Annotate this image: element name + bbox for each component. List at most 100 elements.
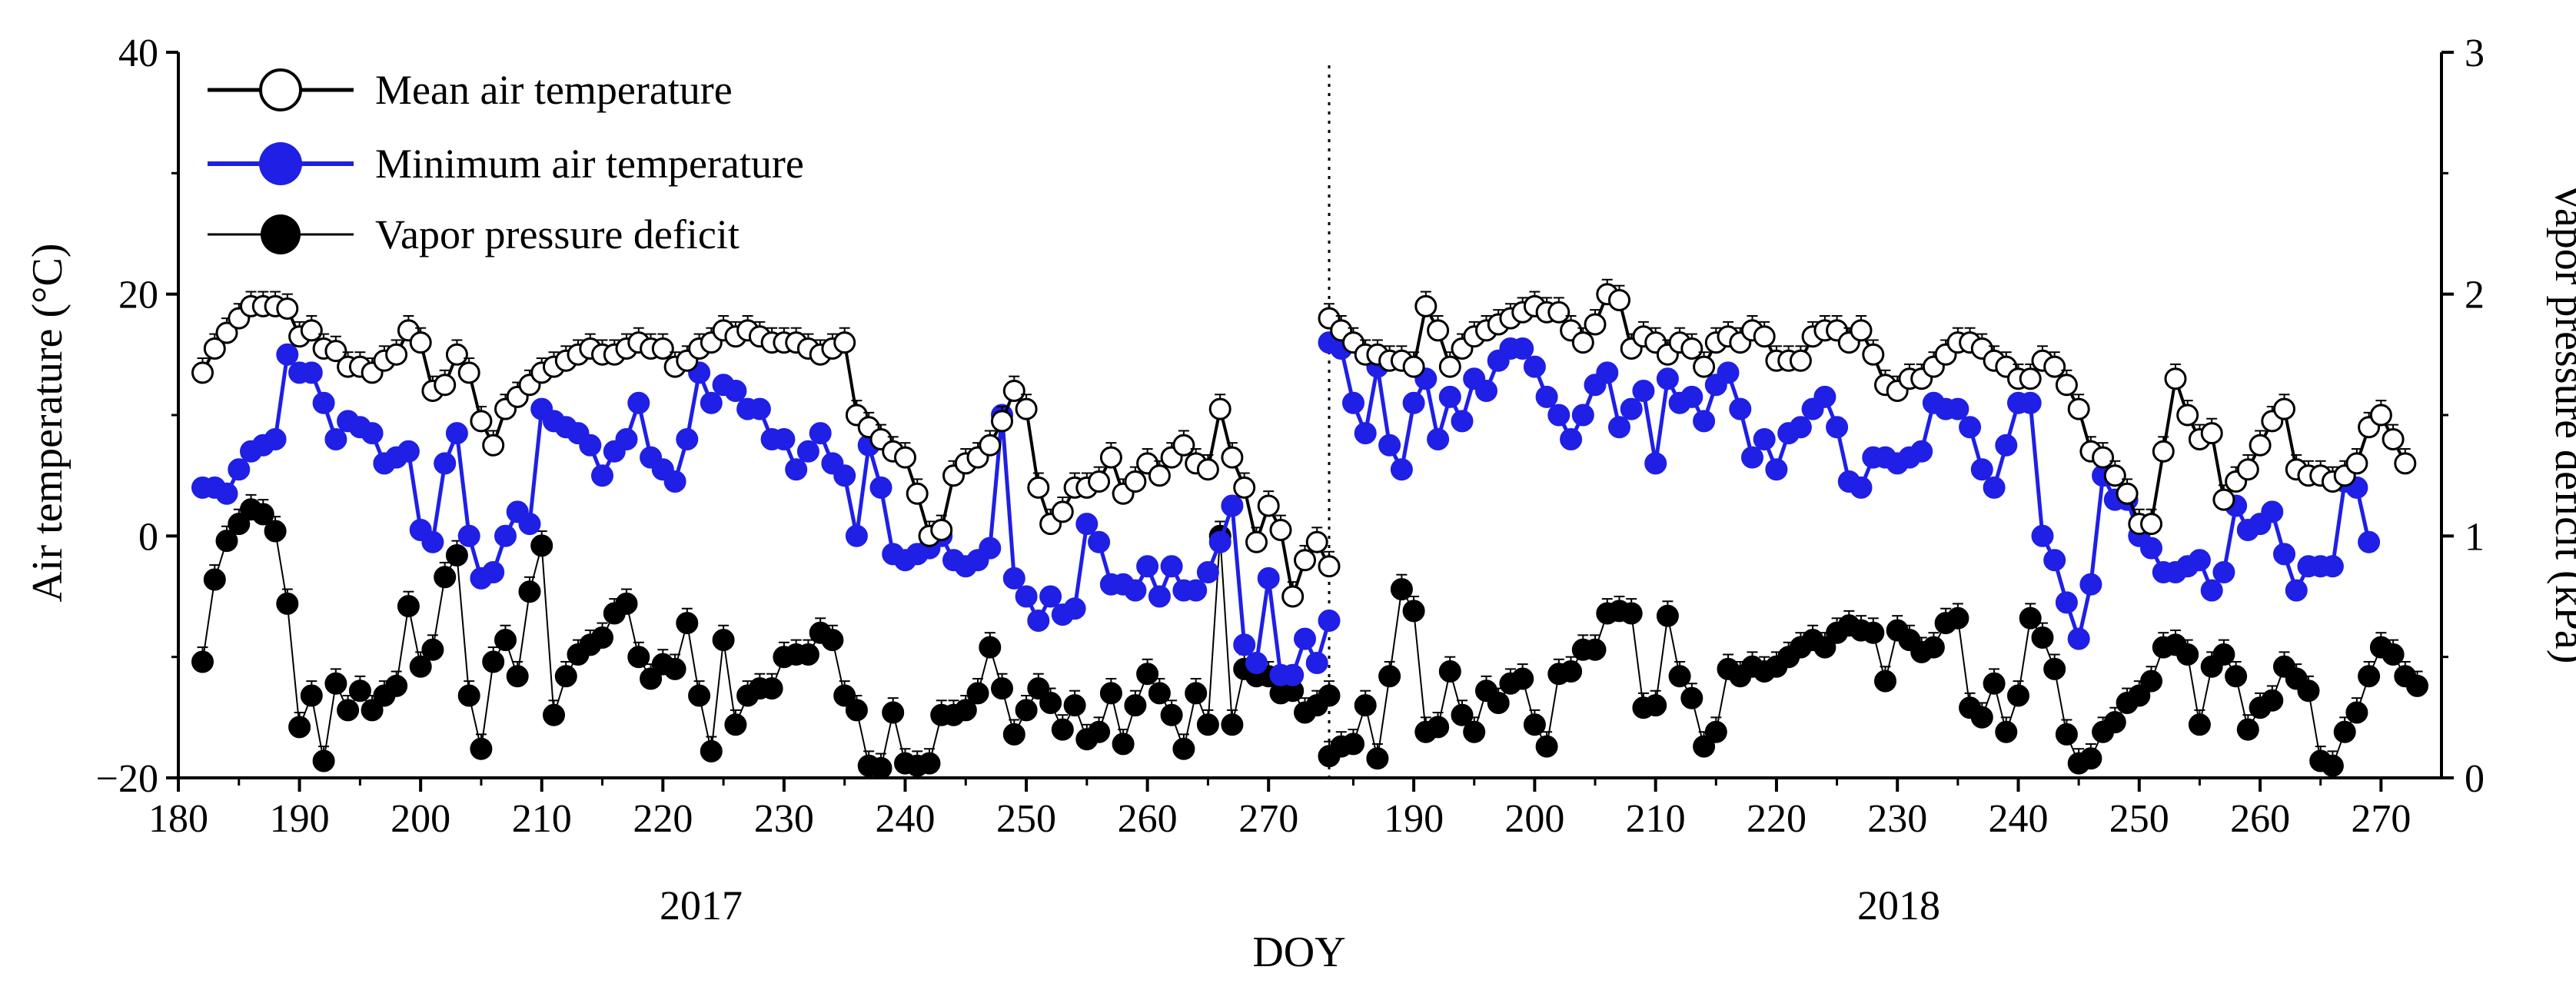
data-point-min-temp (2188, 549, 2211, 572)
data-point-vpd (2188, 713, 2211, 736)
year-label-2017: 2017 (660, 882, 743, 929)
data-point-vpd (1946, 606, 1969, 630)
data-point-mean-temp (482, 434, 505, 457)
data-point-vpd (1051, 718, 1074, 741)
data-point-min-temp (1233, 633, 1256, 656)
data-point-mean-temp (2200, 422, 2223, 445)
data-point-min-temp (1075, 513, 1099, 536)
data-point-mean-temp (2236, 458, 2259, 481)
data-point-vpd (869, 756, 892, 779)
data-point-vpd (397, 595, 420, 618)
data-point-min-temp (2273, 543, 2295, 566)
data-point-mean-temp (1571, 331, 1594, 354)
data-point-mean-temp (2273, 397, 2295, 420)
data-point-mean-temp (276, 297, 299, 320)
data-point-vpd (1378, 665, 1401, 688)
data-point-vpd (300, 684, 323, 707)
data-point-mean-temp (1027, 476, 1050, 499)
data-point-mean-temp (1148, 464, 1171, 487)
x-axis-title: DOY (1252, 929, 1345, 976)
data-point-vpd (966, 682, 989, 705)
data-point-vpd (1221, 713, 1244, 736)
data-point-min-temp (1039, 585, 1062, 608)
data-point-min-temp (1644, 452, 1667, 475)
x-tick-label: 190 (270, 797, 330, 841)
data-point-min-temp (300, 361, 323, 384)
data-point-vpd (1366, 747, 1389, 770)
data-point-min-temp (1910, 440, 1933, 463)
data-point-vpd (676, 612, 699, 635)
data-point-vpd (348, 679, 371, 703)
data-point-min-temp (2212, 561, 2235, 583)
data-point-vpd (543, 703, 565, 726)
data-point-vpd (494, 629, 517, 652)
data-point-min-temp (1753, 428, 1776, 450)
data-point-vpd (203, 568, 226, 591)
data-point-min-temp (445, 422, 468, 445)
data-point-mean-temp (1051, 500, 1074, 523)
data-point-min-temp (1826, 416, 1849, 439)
data-point-vpd (228, 513, 251, 536)
data-point-min-temp (979, 537, 1002, 560)
data-point-min-temp (1438, 385, 1461, 408)
data-point-min-temp (1959, 416, 1982, 439)
data-point-vpd (2031, 626, 2054, 649)
data-point-min-temp (2140, 537, 2162, 560)
data-point-min-temp (1002, 566, 1025, 590)
data-point-vpd (663, 657, 686, 680)
series-vpd (191, 493, 2428, 779)
data-point-vpd (688, 684, 711, 707)
data-point-vpd (1438, 660, 1461, 683)
data-point-min-temp (1342, 391, 1364, 414)
data-point-min-temp (518, 513, 541, 536)
data-point-vpd (1196, 713, 1219, 736)
data-point-min-temp (1257, 566, 1280, 590)
data-point-min-temp (2019, 391, 2042, 414)
data-point-vpd (2382, 643, 2405, 666)
data-point-min-temp (1136, 555, 1159, 578)
data-point-mean-temp (833, 331, 856, 354)
x-tick-label: 190 (1384, 797, 1444, 841)
data-point-mean-temp (906, 482, 929, 505)
series-line-vpd-2017 (201, 508, 1330, 769)
x-tick-label: 240 (875, 797, 935, 841)
data-point-min-temp (2079, 573, 2102, 596)
y2-axis-title: Vapor pressure deficit (kPa) (2546, 182, 2576, 664)
data-point-min-temp (2031, 524, 2054, 547)
data-point-mean-temp (1172, 434, 1195, 457)
chart-series (191, 278, 2428, 779)
data-point-vpd (627, 646, 650, 669)
y-tick-label: 0 (138, 515, 158, 559)
data-point-min-temp (1245, 652, 1268, 674)
x-tick-label: 230 (754, 797, 814, 841)
data-point-min-temp (1693, 410, 1716, 433)
data-point-mean-temp (385, 343, 408, 366)
data-point-vpd (1620, 602, 1643, 625)
y-axis-title: Air temperature (°C) (24, 243, 71, 602)
legend-marker-min-temp (259, 142, 302, 185)
data-point-mean-temp (300, 319, 323, 342)
data-point-min-temp (324, 428, 347, 450)
data-point-min-temp (785, 458, 808, 481)
data-point-min-temp (228, 458, 251, 481)
data-point-vpd (1185, 682, 1208, 705)
data-point-vpd (1463, 720, 1486, 743)
data-point-min-temp (1632, 380, 1655, 402)
x-tick-label: 210 (1626, 797, 1686, 841)
data-point-vpd (2333, 720, 2356, 743)
x-tick-label: 200 (391, 797, 450, 841)
data-point-min-temp (2261, 500, 2284, 523)
data-point-min-temp (1656, 367, 1679, 390)
data-point-mean-temp (191, 361, 214, 384)
data-point-vpd (712, 629, 735, 652)
data-point-mean-temp (1438, 355, 1461, 378)
data-point-mean-temp (1608, 289, 1630, 311)
data-point-min-temp (1305, 652, 1328, 674)
data-point-min-temp (1596, 361, 1619, 384)
data-point-mean-temp (1850, 319, 1873, 342)
data-point-min-temp (1427, 428, 1450, 450)
data-point-min-temp (700, 391, 723, 414)
data-point-vpd (1874, 669, 1896, 693)
data-point-min-temp (1015, 585, 1038, 608)
